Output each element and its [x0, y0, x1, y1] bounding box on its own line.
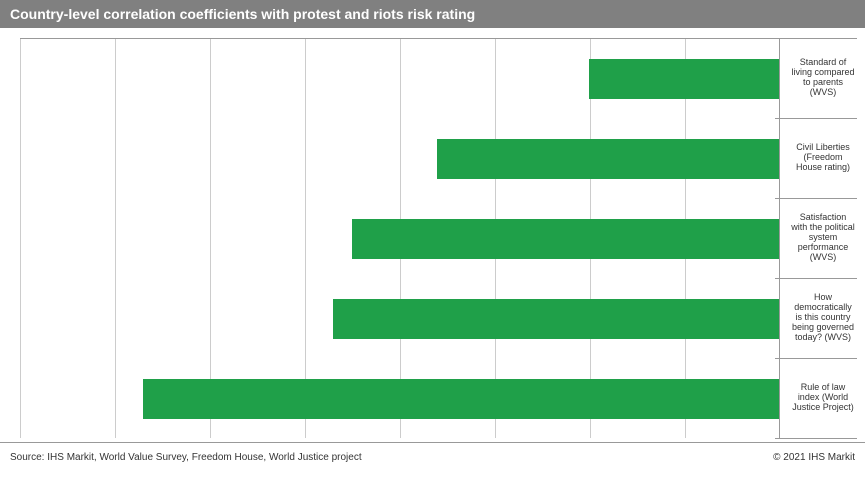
plot-region: [20, 38, 780, 438]
bar-row: [19, 199, 779, 279]
bar: [589, 59, 779, 99]
bar: [352, 219, 780, 259]
chart-header: Country-level correlation coefficients w…: [0, 0, 865, 28]
chart-area: Standard of living compared to parents (…: [0, 28, 865, 472]
y-axis-labels: Standard of living compared to parents (…: [782, 38, 857, 438]
chart-title: Country-level correlation coefficients w…: [10, 6, 475, 22]
category-label: Standard of living compared to parents (…: [789, 38, 857, 118]
copyright-text: © 2021 IHS Markit: [773, 452, 855, 463]
category-label: How democratically is this country being…: [789, 278, 857, 358]
bar: [143, 379, 780, 419]
category-label: Rule of law index (World Justice Project…: [789, 358, 857, 438]
row-divider: [775, 438, 857, 439]
bar-row: [19, 39, 779, 119]
chart-footer: Source: IHS Markit, World Value Survey, …: [0, 442, 865, 472]
bar-row: [19, 359, 779, 439]
category-label: Satisfaction with the political system p…: [789, 198, 857, 278]
source-text: Source: IHS Markit, World Value Survey, …: [10, 452, 362, 463]
bar: [437, 139, 779, 179]
bar-row: [19, 119, 779, 199]
category-label: Civil Liberties (Freedom House rating): [789, 118, 857, 198]
bar-row: [19, 279, 779, 359]
bar: [333, 299, 780, 339]
